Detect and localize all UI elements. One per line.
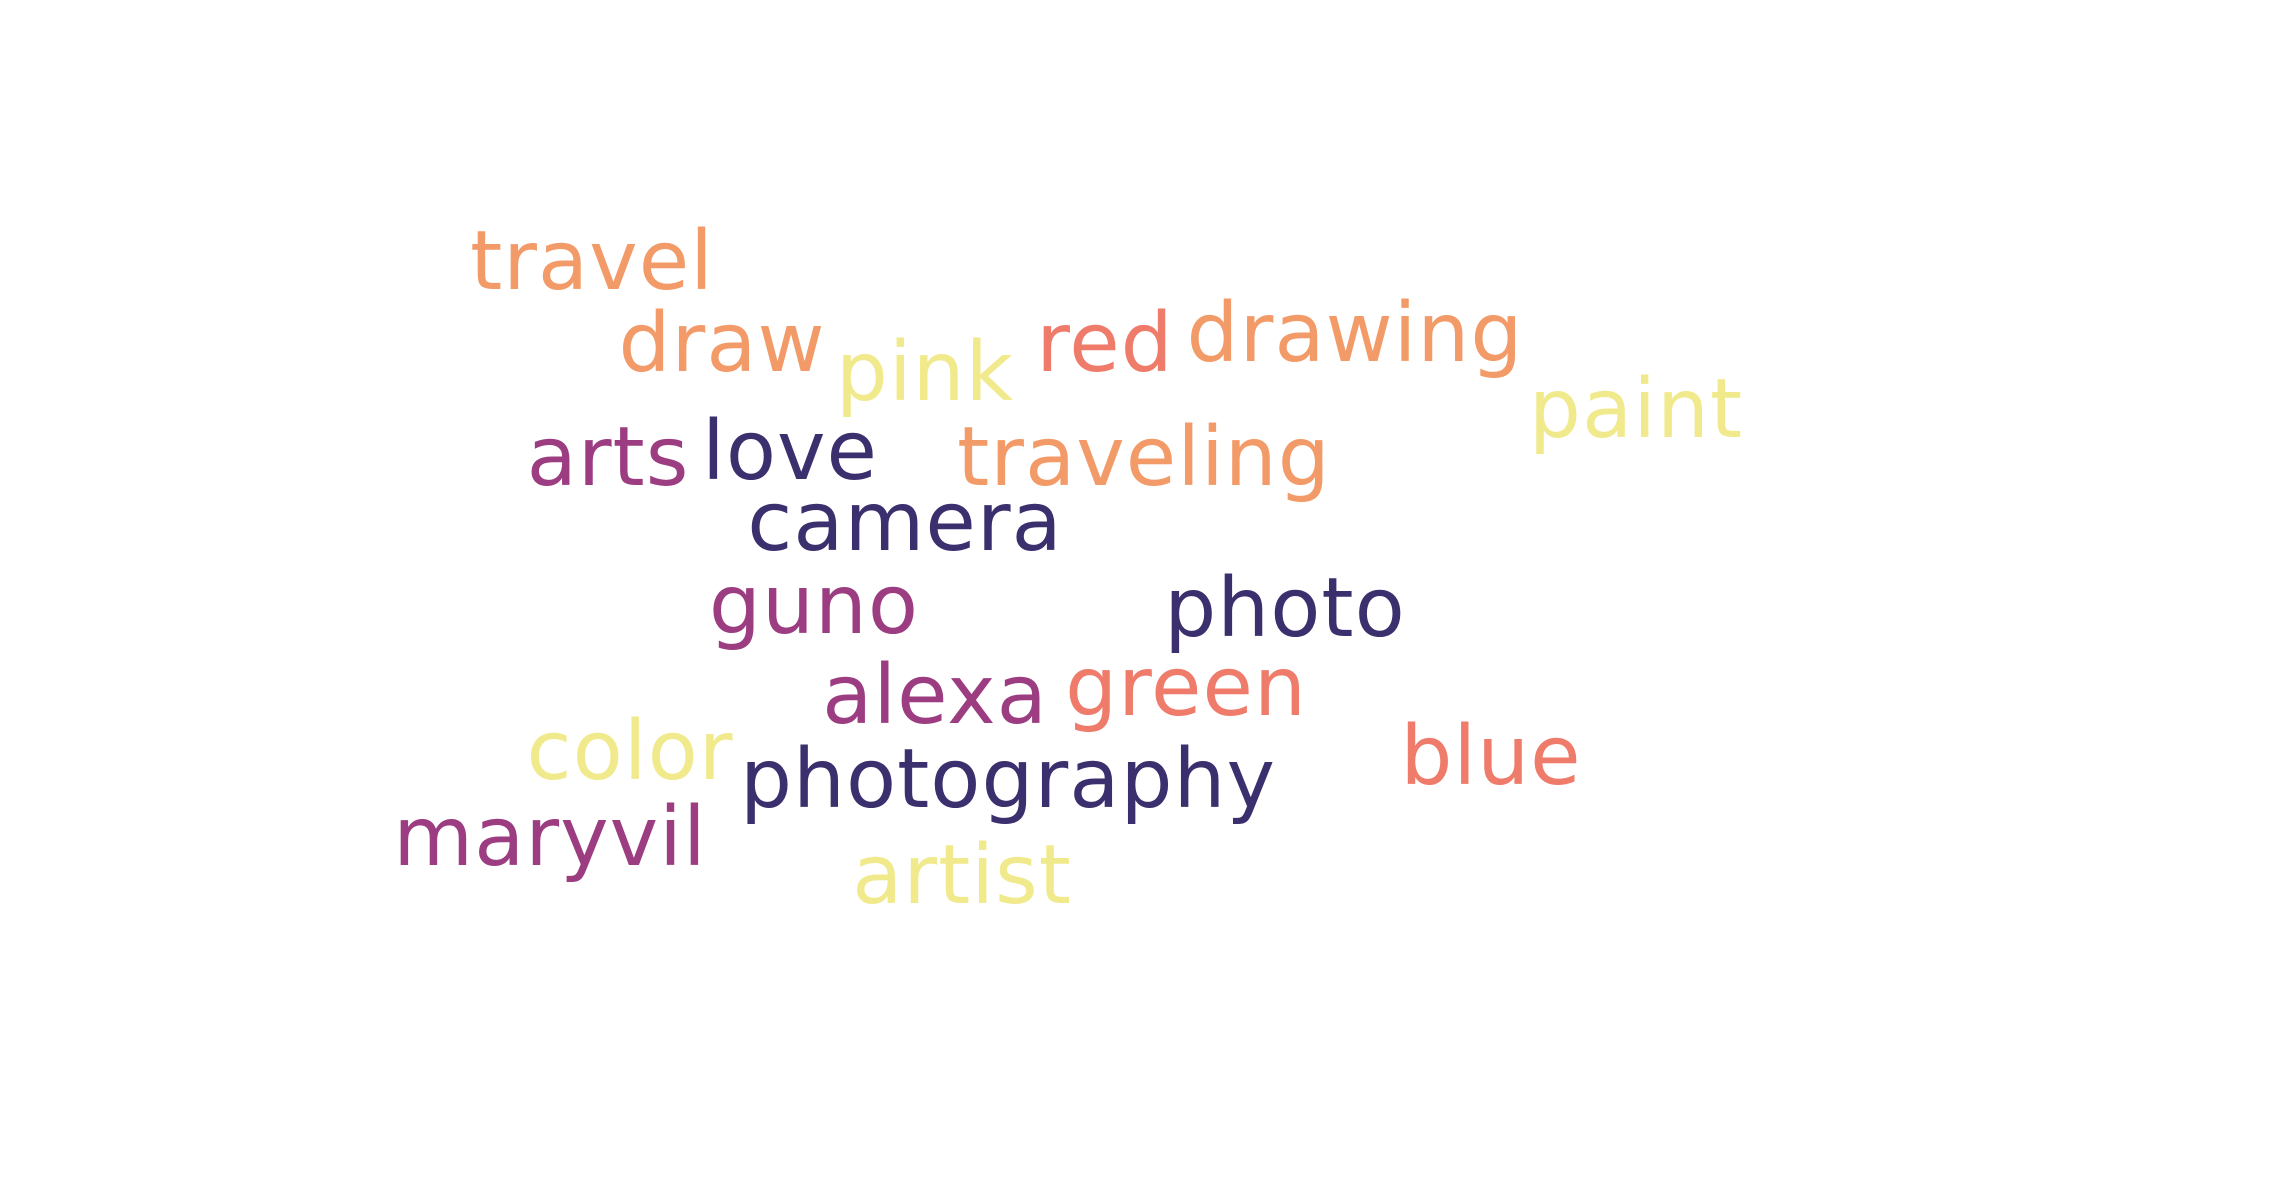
word-drawing: drawing [1186,286,1524,381]
word-pink: pink [835,325,1015,420]
word-photo: photo [1164,561,1406,656]
word-photography: photography [739,732,1277,827]
word-camera: camera [747,475,1063,570]
word-guno: guno [708,558,920,653]
word-red: red [1036,296,1174,391]
word-love: love [702,404,878,499]
word-travel: travel [470,214,714,309]
word-traveling: traveling [957,410,1331,505]
word-color: color [526,704,734,799]
word-green: green [1065,640,1307,735]
word-maryvil: maryvil [393,790,707,885]
word-blue: blue [1400,709,1582,804]
word-paint: paint [1528,362,1744,457]
word-arts: arts [526,410,690,505]
word-artist: artist [852,828,1072,923]
word-draw: draw [618,296,826,391]
word-alexa: alexa [822,648,1048,743]
